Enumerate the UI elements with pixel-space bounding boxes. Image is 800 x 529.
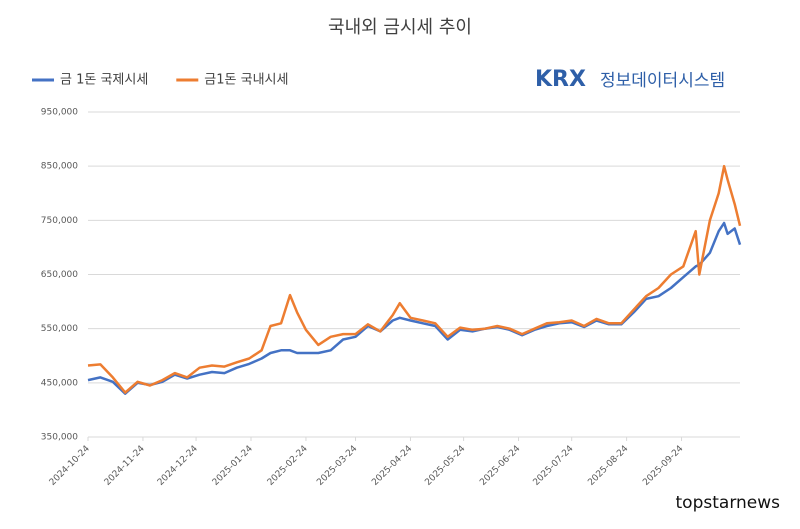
x-tick-label: 2025-03-24 xyxy=(315,444,359,488)
legend-label: 금 1돈 국제시세 xyxy=(60,73,148,88)
x-tick-label: 2025-09-24 xyxy=(641,444,685,488)
chart-title: 국내외 금시세 추이 xyxy=(328,17,472,38)
x-tick-label: 2025-02-24 xyxy=(266,444,310,488)
y-tick-label: 750,000 xyxy=(41,216,78,226)
x-tick-label: 2025-01-24 xyxy=(211,444,255,488)
x-tick-label: 2024-11-24 xyxy=(103,444,147,488)
x-tick-label: 2025-04-24 xyxy=(370,444,414,488)
x-tick-label: 2025-05-24 xyxy=(423,444,467,488)
logo-subtitle: 정보데이터시스템 xyxy=(600,71,725,91)
x-tick-label: 2025-08-24 xyxy=(586,444,630,488)
x-tick-label: 2025-07-24 xyxy=(532,444,576,488)
y-tick-label: 950,000 xyxy=(41,108,78,118)
y-tick-label: 350,000 xyxy=(41,433,78,443)
watermark: topstarnews xyxy=(676,493,781,513)
y-tick-label: 850,000 xyxy=(41,162,78,172)
x-tick-label: 2024-12-24 xyxy=(156,444,200,488)
x-tick-label: 2024-10-24 xyxy=(48,444,92,488)
y-tick-label: 650,000 xyxy=(41,270,78,280)
y-tick-label: 550,000 xyxy=(41,324,78,334)
x-tick-label: 2025-06-24 xyxy=(478,444,522,488)
y-tick-label: 450,000 xyxy=(41,378,78,388)
series-line xyxy=(87,164,742,394)
legend-label: 금1돈 국내시세 xyxy=(204,73,288,88)
series-line xyxy=(87,221,742,395)
logo: KRX xyxy=(535,67,586,92)
